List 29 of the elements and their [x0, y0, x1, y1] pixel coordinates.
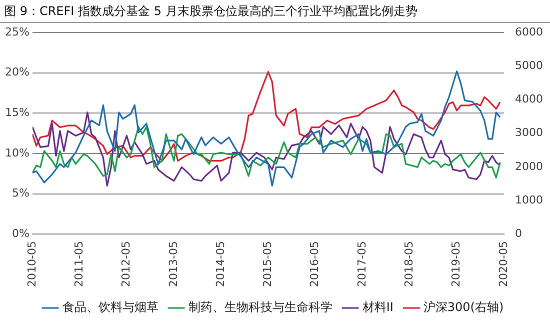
y2-tick-label: 4000: [515, 92, 544, 106]
y-tick-label: 10%: [4, 146, 30, 160]
y2-tick-label: 6000: [515, 25, 544, 38]
x-tick-label: 2014-05: [214, 241, 227, 288]
y2-tick-label: 5000: [515, 59, 544, 72]
y-tick-label: 5%: [12, 186, 30, 200]
x-tick-label: 2017-05: [355, 241, 368, 288]
x-tick-label: 2013-05: [166, 241, 180, 288]
y2-tick-label: 1000: [515, 193, 544, 206]
legend-label: 制药、生物科技与生命科学: [188, 300, 332, 314]
legend-label: 食品、饮料与烟草: [62, 300, 158, 314]
legend-label: 材料II: [361, 300, 394, 314]
chart-title: 图 9：CREFI 指数成分基金 5 月末股票仓位最高的三个行业平均配置比例走势: [0, 0, 550, 23]
y2-tick-label: 2000: [515, 160, 544, 173]
y-tick-label: 15%: [4, 106, 30, 120]
y-tick-label: 25%: [4, 25, 30, 38]
y2-tick-label: 0: [515, 226, 522, 240]
y-tick-label: 20%: [4, 66, 30, 79]
x-tick-label: 2020-05: [496, 241, 510, 288]
x-tick-label: 2010-05: [25, 241, 38, 288]
x-tick-label: 2016-05: [308, 241, 322, 288]
x-tick-label: 2011-05: [72, 241, 86, 288]
x-tick-label: 2012-05: [120, 241, 133, 288]
y-tick-label: 0%: [12, 226, 30, 240]
x-tick-label: 2018-05: [402, 241, 416, 288]
x-tick-label: 2015-05: [261, 241, 274, 288]
y2-tick-label: 3000: [515, 126, 544, 140]
x-tick-label: 2019-05: [450, 241, 463, 288]
legend-label: 沪深300(右轴): [423, 300, 504, 314]
